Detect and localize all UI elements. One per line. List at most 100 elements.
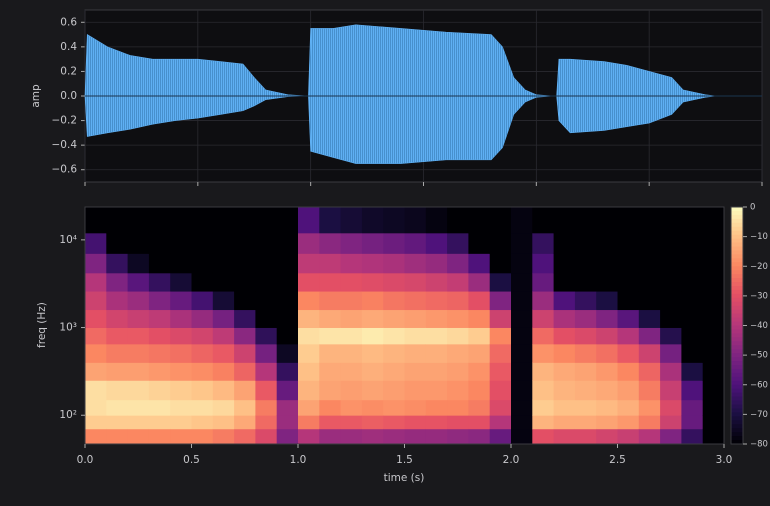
spectrogram-cell bbox=[574, 272, 597, 292]
spectrogram-cell bbox=[511, 380, 533, 401]
spectrogram-cell bbox=[511, 415, 533, 430]
colorbar-segment bbox=[731, 412, 743, 417]
colorbar-segment bbox=[731, 440, 743, 445]
spectrogram-cell bbox=[340, 415, 363, 430]
spectrogram-cell bbox=[702, 415, 725, 430]
spectrogram-cell bbox=[383, 232, 405, 254]
spectrogram-cell bbox=[361, 327, 384, 345]
spectrogram-cell bbox=[553, 272, 576, 292]
colorbar-segment bbox=[731, 242, 743, 247]
spectrogram-cell bbox=[681, 343, 704, 363]
spectrogram-cell bbox=[255, 428, 278, 445]
spectrogram-cell bbox=[532, 272, 554, 292]
spectrogram-cell bbox=[702, 362, 725, 381]
spectrogram-cell bbox=[127, 399, 150, 416]
spectrogram-cell bbox=[234, 380, 256, 401]
colorbar-segment bbox=[731, 278, 743, 283]
spectrogram-cell bbox=[681, 309, 704, 328]
spectrogram-cell bbox=[234, 327, 256, 345]
y-tick-label: 10³ bbox=[59, 322, 77, 334]
spectrogram-cell bbox=[127, 327, 150, 345]
spectrogram-cell bbox=[340, 232, 363, 254]
spectrogram-cell bbox=[106, 291, 128, 311]
spectrogram-cell bbox=[361, 415, 384, 430]
spectrogram-cell bbox=[383, 291, 405, 311]
colorbar-segment bbox=[731, 349, 743, 354]
spectrogram-cell bbox=[191, 327, 214, 345]
spectrogram-cell bbox=[148, 362, 171, 381]
colorbar-segment bbox=[731, 396, 743, 402]
spectrogram-cell bbox=[361, 362, 384, 381]
spectrogram-cell bbox=[447, 327, 469, 345]
spectrogram-cell bbox=[489, 272, 512, 292]
spectrogram-cell bbox=[234, 343, 256, 363]
spectrogram-cell bbox=[532, 207, 554, 234]
spectrogram-cell bbox=[276, 380, 299, 401]
spectrogram-cell bbox=[638, 309, 661, 328]
x-tick-label: 1.0 bbox=[290, 454, 307, 466]
spectrogram-cell bbox=[404, 207, 427, 234]
spectrogram-cell bbox=[361, 232, 384, 254]
spectrogram-cell bbox=[127, 343, 150, 363]
spectrogram-cell bbox=[596, 253, 618, 274]
spectrogram-cell bbox=[574, 309, 597, 328]
spectrogram-cell bbox=[191, 309, 214, 328]
spectrogram-cell bbox=[234, 428, 256, 445]
spectrogram-cell bbox=[148, 415, 171, 430]
colorbar-segment bbox=[731, 218, 743, 224]
spectrogram-cell bbox=[596, 343, 618, 363]
spectrogram-cell bbox=[553, 327, 576, 345]
spectrogram-cell bbox=[553, 415, 576, 430]
spectrogram-cell bbox=[617, 232, 640, 254]
spectrogram-cell bbox=[106, 232, 128, 254]
colorbar-segment bbox=[731, 262, 743, 267]
spectrogram-cell bbox=[234, 291, 256, 311]
x-tick-label: 3.0 bbox=[716, 454, 733, 466]
spectrogram-cell bbox=[212, 232, 235, 254]
colorbar-segment bbox=[731, 325, 743, 330]
spectrogram-cell bbox=[340, 362, 363, 381]
spectrogram-cell bbox=[638, 207, 661, 234]
spectrogram-cell bbox=[383, 253, 405, 274]
spectrogram-cell bbox=[234, 272, 256, 292]
spectrogram-cell bbox=[425, 309, 448, 328]
spectrogram-cell bbox=[404, 415, 427, 430]
spectrogram-cell bbox=[617, 309, 640, 328]
spectrogram-cell bbox=[596, 399, 618, 416]
spectrogram-cell bbox=[553, 428, 576, 445]
y-tick-label: 0.6 bbox=[60, 16, 77, 28]
spectrogram-cell bbox=[532, 362, 554, 381]
spectrogram-cell bbox=[468, 327, 491, 345]
spectrogram-cell bbox=[532, 415, 554, 430]
spectrogram-cell bbox=[298, 232, 320, 254]
colorbar-segment bbox=[731, 297, 743, 303]
spectrogram-cell bbox=[425, 253, 448, 274]
spectrogram-cell bbox=[702, 207, 725, 234]
spectrogram-cell bbox=[489, 291, 512, 311]
spectrogram-cell bbox=[85, 291, 107, 311]
spectrogram-cell bbox=[468, 380, 491, 401]
spectrogram-cell bbox=[660, 253, 682, 274]
spectrogram-cell bbox=[361, 428, 384, 445]
spectrogram-cell bbox=[276, 343, 299, 363]
spectrogram-cell bbox=[553, 207, 576, 234]
spectrogram-cell bbox=[340, 428, 363, 445]
spectrogram-cell bbox=[532, 309, 554, 328]
colorbar-segment bbox=[731, 234, 743, 240]
spectrogram-cell bbox=[255, 415, 278, 430]
spectrogram-cell bbox=[660, 309, 682, 328]
spectrogram-cell bbox=[660, 291, 682, 311]
spectrogram-cell bbox=[702, 399, 725, 416]
x-axis-label: time (s) bbox=[384, 472, 425, 484]
spectrogram-cell bbox=[106, 380, 128, 401]
spectrogram-cell bbox=[170, 380, 192, 401]
spectrogram-cell bbox=[85, 399, 107, 416]
spectrogram-cell bbox=[511, 327, 533, 345]
spectrogram-cell bbox=[553, 232, 576, 254]
spectrogram-cell bbox=[191, 415, 214, 430]
spectrogram-cell bbox=[574, 232, 597, 254]
spectrogram-cell bbox=[383, 207, 405, 234]
spectrogram-cell bbox=[404, 399, 427, 416]
colorbar-segment bbox=[731, 365, 743, 370]
spectrogram-cell bbox=[404, 309, 427, 328]
